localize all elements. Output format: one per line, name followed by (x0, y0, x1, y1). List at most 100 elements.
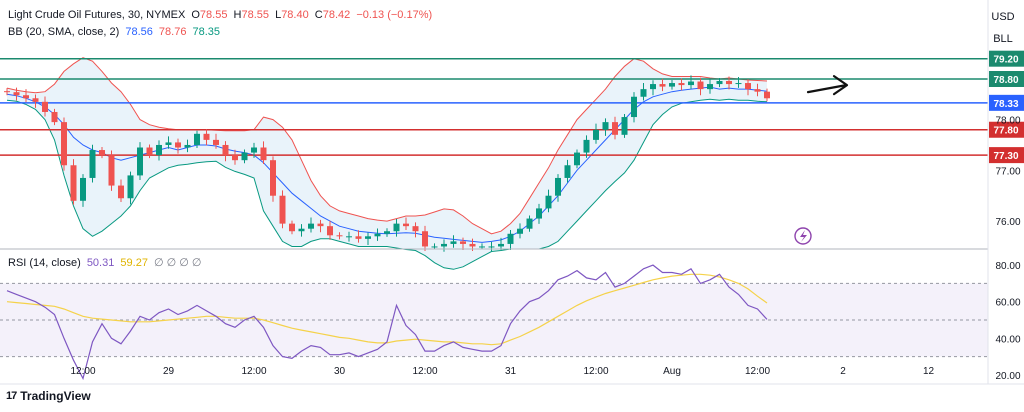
candle (13, 92, 20, 96)
time-tick-label: 30 (334, 366, 346, 377)
candle (688, 81, 694, 86)
bb-upper-value: 78.76 (158, 26, 187, 38)
candle (118, 185, 124, 199)
high-label: H78.55 (233, 9, 269, 21)
rsi-label: RSI (14, close) (8, 257, 81, 269)
candle (241, 152, 248, 161)
bb-lower-value: 78.35 (192, 26, 221, 38)
candle (327, 226, 333, 236)
brand-logo[interactable]: 17 TradingView (6, 389, 91, 403)
candle (260, 147, 267, 161)
candle (42, 101, 48, 112)
time-tick-label: 12:00 (583, 366, 608, 377)
candle (80, 177, 86, 201)
candle (203, 133, 210, 140)
rsi-pane[interactable]: 80.00 60.00 40.00 20.00 (0, 261, 1021, 382)
price-tick-label: 78.00 (995, 116, 1020, 127)
unit-button[interactable]: BLL (993, 33, 1013, 45)
level-label: 77.80 (993, 126, 1018, 137)
bb-lower-line (6, 98, 768, 270)
candle (127, 175, 134, 199)
candle (23, 95, 29, 99)
candle (431, 246, 438, 248)
candle (365, 236, 371, 239)
candle (707, 84, 713, 90)
candle (403, 223, 409, 227)
level-label-box (989, 147, 1024, 164)
rsi-ma-value: 59.27 (120, 257, 148, 269)
level-label-box (989, 70, 1024, 87)
candle (517, 228, 523, 234)
candle (745, 83, 751, 90)
candle (61, 122, 67, 166)
low-label: L78.40 (275, 9, 309, 21)
level-label: 77.30 (993, 151, 1018, 162)
forecast-arrow[interactable] (806, 75, 849, 96)
candle (621, 117, 628, 135)
candle (70, 165, 77, 201)
level-label: 79.20 (993, 55, 1018, 66)
candle (536, 208, 542, 219)
price-tick-label: 77.00 (995, 166, 1020, 177)
rsi-ma-line (6, 273, 768, 346)
level-label: 78.33 (993, 99, 1018, 110)
close-label: C78.42 (314, 9, 351, 21)
candle (374, 233, 381, 237)
price-tick-label: 76.00 (995, 217, 1020, 228)
candle (194, 133, 200, 145)
time-tick-label: 2 (840, 366, 846, 377)
candle (450, 241, 457, 244)
rsi-value: 50.31 (86, 257, 115, 269)
instrument-legend[interactable]: Light Crude Oil Futures, 30, NYMEX O78.5… (8, 9, 435, 21)
candle (137, 147, 143, 176)
rsi-legend[interactable]: RSI (14, close) 50.31 59.27 ∅ ∅ ∅ ∅ (8, 256, 205, 269)
arrow-head (832, 75, 849, 96)
candle (51, 111, 58, 123)
candle (317, 223, 324, 227)
tradingview-logo-icon: 17 (6, 390, 17, 402)
flash-icon[interactable] (794, 227, 812, 245)
candle (184, 144, 191, 148)
candle (697, 81, 704, 90)
time-tick-label: 12:00 (70, 366, 95, 377)
candle (659, 84, 666, 87)
price-pane[interactable]: 79.20 78.80 78.33 77.80 77.30 78.00 77.00 76.00 (0, 50, 1024, 270)
candle (583, 139, 590, 153)
candle (507, 233, 514, 244)
candle (555, 177, 561, 196)
candle (336, 235, 343, 237)
candle (213, 139, 219, 145)
candle (669, 83, 675, 87)
candle (726, 81, 732, 85)
candle (232, 155, 238, 161)
level-label-box (989, 50, 1024, 67)
bb-legend[interactable]: BB (20, SMA, close, 2) 78.56 78.76 78.35 (8, 26, 223, 38)
candle (165, 142, 172, 145)
rsi-placeholders: ∅ ∅ ∅ ∅ (154, 257, 202, 269)
bb-upper-line (6, 57, 768, 235)
arrow-shaft (806, 84, 848, 94)
candle (346, 236, 352, 238)
open-label: O78.55 (191, 9, 228, 21)
candle (735, 83, 742, 85)
time-axis[interactable]: 12:00 29 12:00 30 12:00 31 12:00 Aug 12:00 2 12 (70, 366, 934, 377)
rsi-line (6, 264, 768, 381)
rsi-tick-label: 80.00 (995, 261, 1020, 272)
candle (764, 91, 770, 99)
level-label-box (989, 121, 1024, 138)
candle (99, 150, 105, 156)
candle (441, 243, 447, 247)
candle (355, 236, 362, 239)
change-value: −0.13 (−0.17%) (356, 9, 433, 21)
candle (4, 91, 10, 93)
time-tick-label: 12:00 (241, 366, 266, 377)
candle (602, 122, 609, 130)
bb-basis-value: 78.56 (125, 26, 153, 38)
level-label-box (989, 94, 1024, 111)
candle (469, 243, 476, 247)
currency-button[interactable]: USD (991, 11, 1015, 23)
candle (289, 223, 295, 232)
candle (488, 246, 495, 248)
candle (460, 241, 466, 244)
